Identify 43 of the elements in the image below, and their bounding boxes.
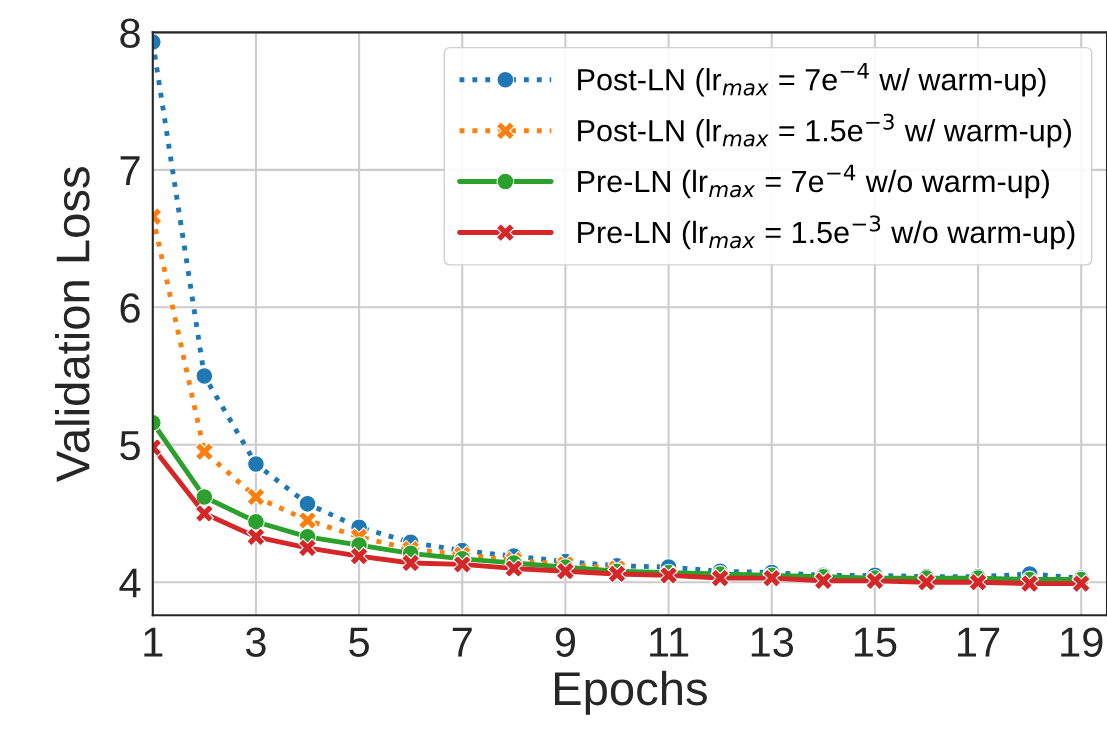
point	[297, 538, 318, 558]
y-tick-label: 6	[120, 293, 140, 323]
x-axis-title: Epochs	[555, 670, 707, 715]
point	[710, 568, 730, 588]
point	[1071, 574, 1091, 594]
point	[246, 487, 266, 507]
x-tick-label: 13	[751, 627, 794, 657]
x-tick-label: 9	[555, 627, 576, 657]
point	[916, 572, 937, 592]
point	[452, 554, 472, 574]
point	[813, 571, 833, 591]
y-tick-label: 7	[120, 156, 140, 185]
x-tick-label: 3	[245, 627, 266, 657]
x-tick-label: 11	[650, 627, 689, 657]
legend-label: Pre-LN (lr$_{max}$ = 1.5e$^{−3}$ w/o warm-up)	[578, 215, 1075, 250]
point	[401, 553, 421, 573]
x-tick-label: 7	[452, 627, 472, 657]
x-tick-label: 15	[854, 627, 897, 657]
point	[298, 494, 317, 513]
point	[555, 561, 575, 581]
y-tick-label: 8	[120, 18, 140, 48]
legend-label: Post-LN (lr$_{max}$ = 7e$^{−4}$ w/ warm-up)	[578, 62, 1046, 97]
x-tick-label: 19	[1061, 627, 1103, 657]
legend-label: Pre-LN (lr$_{max}$ = 7e$^{−4}$ w/o warm-up)	[578, 164, 1049, 199]
x-tick-label: 1	[144, 627, 163, 657]
point	[504, 558, 524, 579]
point	[246, 527, 266, 547]
point	[349, 546, 369, 566]
point	[194, 503, 214, 524]
point	[247, 455, 265, 473]
x-tick-label: 17	[958, 627, 1000, 657]
legend-label: Post-LN (lr$_{max}$ = 1.5e$^{−3}$ w/ warm-up)	[578, 113, 1071, 148]
y-tick-label: 4	[119, 568, 141, 598]
y-tick-label: 5	[120, 431, 140, 461]
x-tick-label: 5	[349, 627, 369, 657]
point	[194, 442, 214, 462]
point	[247, 512, 265, 531]
point	[1020, 574, 1040, 594]
y-axis-title: Validation Loss	[55, 167, 90, 482]
point	[297, 510, 318, 530]
point	[195, 367, 214, 385]
point	[968, 572, 988, 592]
point	[195, 488, 214, 506]
